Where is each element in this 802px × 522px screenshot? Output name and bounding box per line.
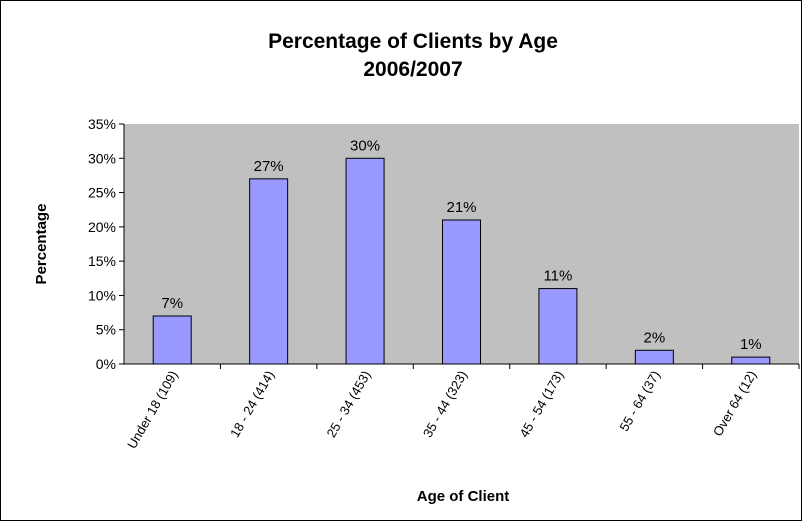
y-tick-label: 15% [88,253,116,269]
category-labels: Under 18 (109) 18 - 24 (414) 25 - 34 (453)… [124,364,800,451]
bars [152,157,771,365]
chart-subtitle: 2006/2007 [363,58,462,81]
y-tick-label: 5% [96,322,116,338]
x-category-label: 55 - 64 (37) [616,368,663,434]
y-tick-label: 25% [88,185,116,201]
y-tick-label: 0% [96,356,116,372]
x-category-label: 18 - 24 (414) [227,368,277,440]
y-tick-label: 35% [88,116,116,132]
bar [442,219,481,365]
bar-data-label: 11% [543,268,572,285]
bar [152,315,192,365]
x-category-label: Over 64 (12) [710,368,759,439]
bar-data-label: 30% [350,137,380,154]
bar [249,178,289,365]
bar [634,349,674,365]
x-axis-title: Age of Client [417,488,510,505]
x-category-label: 25 - 34 (453) [323,368,373,440]
bar [538,288,578,365]
bar-data-label: 1% [740,336,762,353]
y-tick-label: 30% [88,150,116,166]
chart-title: Percentage of Clients by Age [268,30,558,53]
y-tick-label: 10% [88,287,116,303]
bar-data-label: 2% [644,329,666,346]
bar-data-label: 27% [254,158,284,175]
x-category-label: 35 - 44 (323) [420,368,470,440]
bar-data-label: 7% [161,295,183,312]
y-axis-title: Percentage [33,204,50,285]
bar-data-label: 21% [446,199,476,216]
x-category-label: 45 - 54 (173) [516,368,566,440]
y-axis-ticks: 0% 5% 10% 15% 20% 25% 30% 35% [88,116,124,372]
data-labels: 7% 27% 30% 21% 11% 2% 1% [161,137,761,353]
y-tick-label: 20% [88,219,116,235]
bar [731,356,771,365]
bar [345,157,385,365]
x-category-label: Under 18 (109) [124,368,181,451]
